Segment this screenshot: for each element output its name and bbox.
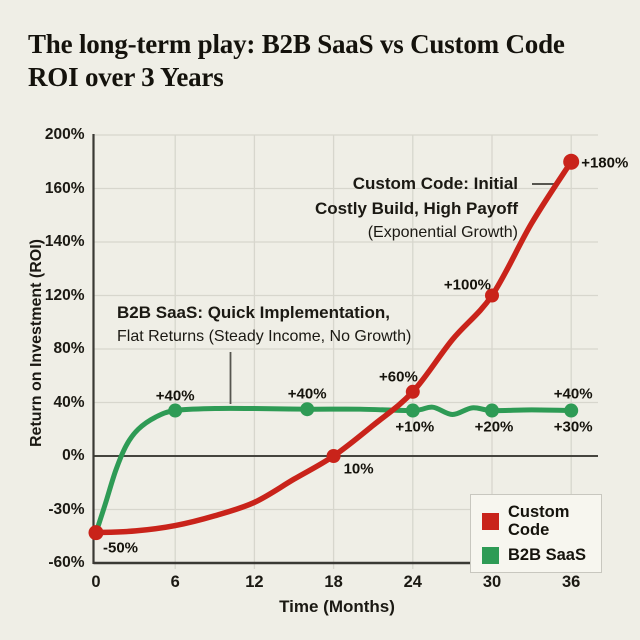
annotation-b2b-saas: B2B SaaS: Quick Implementation, Flat Ret… [117,300,411,349]
data-label-b2b-saas: +30% [553,418,593,436]
x-axis-title: Time (Months) [279,597,395,616]
y-tick-label: 0% [62,447,85,464]
data-label-custom-code: -50% [103,539,139,557]
data-point-b2b-saas [485,403,499,418]
legend-swatch-custom-code [482,512,499,530]
annotation-b2b-saas-line2: Flat Returns (Steady Income, No Growth) [117,328,412,345]
x-tick-label: 24 [403,573,422,591]
data-label-custom-code: +60% [379,368,418,386]
legend: Custom Code B2B SaaS [470,494,602,573]
data-label-b2b-saas: +40% [155,387,195,405]
y-tick-label: 80% [53,340,85,357]
data-point-b2b-saas [300,402,315,417]
data-point-custom-code [88,525,104,541]
legend-label-custom-code: Custom Code [508,503,570,539]
legend-label-b2b-saas: B2B SaaS [508,546,586,564]
data-point-b2b-saas [564,403,579,418]
x-tick-label: 30 [482,573,502,591]
annotation-custom-code-line2: Costly Build, High Payoff [314,199,518,218]
chart-title-line1: The long-term play: B2B SaaS vs Custom C… [28,29,565,59]
annotation-custom-code: Custom Code: Initial Costly Build, High … [315,171,518,245]
x-tick-label: 6 [170,573,180,591]
y-tick-label: 40% [53,393,85,411]
data-label-b2b-saas: +40% [553,385,593,403]
data-label-b2b-saas: +10% [395,418,435,436]
data-point-custom-code [563,153,580,170]
series-line-b2b-saas [93,404,574,536]
y-tick-label: 120% [44,286,85,304]
annotation-custom-code-line3: (Exponential Growth) [367,224,518,241]
legend-item-custom-code: Custom Code [482,503,591,539]
x-tick-label: 18 [324,573,343,591]
y-tick-label: 140% [44,233,85,250]
y-tick-label: 200% [44,126,85,143]
y-tick-label: 160% [44,179,85,197]
chart-title: The long-term play: B2B SaaS vs Custom C… [28,28,613,94]
data-label-custom-code: 10% [343,460,374,478]
y-tick-label: -60% [48,554,85,571]
legend-item-b2b-saas: B2B SaaS [482,546,591,564]
x-tick-label: 36 [562,573,581,591]
data-point-custom-code [326,449,341,463]
annotation-custom-code-line1: Custom Code: Initial [352,174,518,193]
data-label-custom-code: +180% [581,154,629,172]
chart-title-line2: ROI over 3 Years [28,62,224,92]
annotation-b2b-saas-line1: B2B SaaS: Quick Implementation, [117,303,391,322]
data-point-custom-code [485,288,499,303]
data-label-b2b-saas: +20% [474,418,514,436]
data-point-b2b-saas [168,403,183,418]
data-point-custom-code [405,384,420,399]
x-tick-label: 0 [91,573,101,591]
x-tick-label: 12 [245,573,264,591]
data-point-b2b-saas [405,403,420,418]
data-label-custom-code: +100% [443,276,491,293]
data-label-b2b-saas: +40% [287,385,327,403]
legend-swatch-b2b-saas [482,546,499,564]
y-tick-label: -30% [48,500,85,518]
